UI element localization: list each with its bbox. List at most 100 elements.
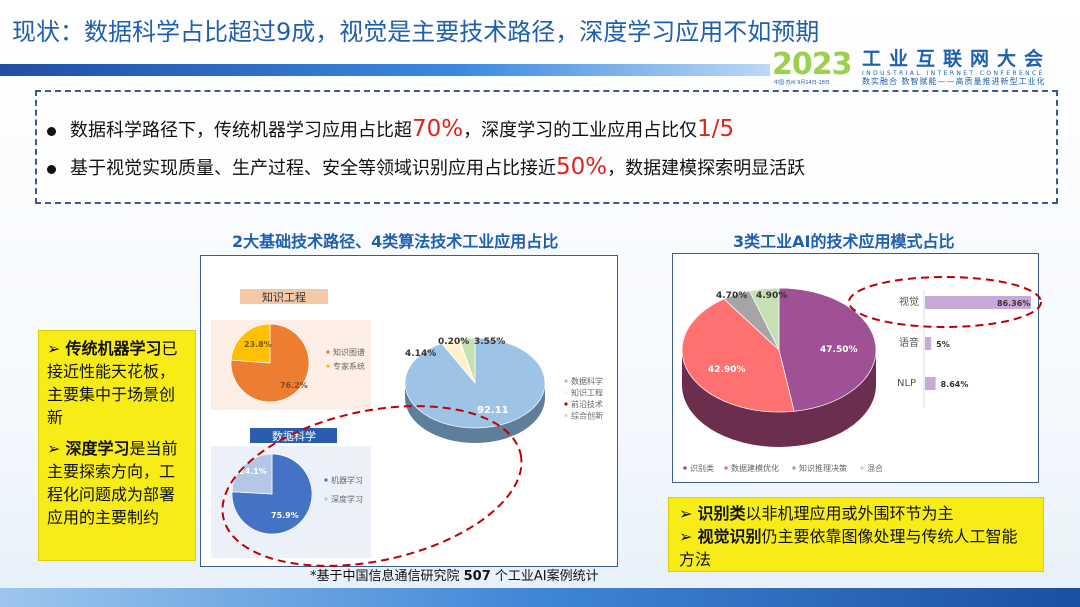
- legend-marker: [326, 350, 330, 354]
- bottom-band: [0, 588, 1080, 607]
- page-title: 现状：数据科学占比超过9成，视觉是主要技术路径，深度学习应用不如预期: [12, 18, 820, 46]
- logo-name-en: INDUSTRIAL INTERNET CONFERENCE: [862, 70, 1045, 77]
- datascience-pie: [231, 453, 313, 535]
- legend-label: 专家系统: [333, 361, 365, 371]
- pie-data-label: 47.50%: [820, 345, 858, 355]
- pie-slice-深度学习: [231, 453, 273, 495]
- chart-title: 数据科学: [272, 429, 316, 443]
- pie-data-label: 92.11: [477, 405, 509, 416]
- right-section-heading: 3类工业AI的技术应用模式占比: [733, 232, 955, 251]
- pie-slice-数据建模优化: [681, 298, 795, 413]
- callout-item: ➢ 传统机器学习已接近性能天花板，主要集中于场景创新: [47, 339, 178, 427]
- legend-marker: [326, 364, 330, 368]
- pie-data-label: 0.20%: [438, 337, 469, 347]
- pie-data-label: 42.90%: [708, 365, 746, 375]
- bar-category-label: 语音: [899, 336, 919, 349]
- legend-label: 机器学习: [331, 475, 363, 485]
- footnote-number: 507: [463, 569, 491, 584]
- knowledge-pie: [230, 323, 310, 403]
- bar-语音: [925, 337, 932, 350]
- bullet-text: ，深度学习的工业应用占比仅: [463, 120, 698, 141]
- pie-data-label: 4.90%: [756, 291, 787, 301]
- summary-box: 数据科学路径下，传统机器学习应用占比超70%，深度学习的工业应用占比仅1/5 基…: [35, 90, 1058, 204]
- legend-label: 知识工程: [571, 388, 603, 398]
- legend-marker: [724, 466, 728, 470]
- callout-item: ➢ 识别类以非机理应用或外围环节为主: [679, 504, 954, 523]
- callout-text: 是当前主要探索方向，工程化问题成为部署应用的主要制约: [47, 439, 178, 527]
- callout-bold: 深度学习: [65, 439, 130, 458]
- legend-label: 知识图谱: [333, 347, 365, 357]
- highlight-ellipse: [848, 276, 1042, 328]
- logo-date: 中国·苏州 9月14日-18日: [774, 80, 830, 86]
- highlight: 50%: [556, 154, 608, 180]
- legend-marker: [324, 478, 328, 482]
- legend-label: 综合创新: [571, 411, 603, 421]
- footnote: *基于中国信息通信研究院 507 个工业AI案例统计: [310, 565, 599, 584]
- highlight: 1/5: [697, 116, 735, 142]
- bullet-dot-icon: [47, 164, 56, 174]
- algorithm-path-pie: [404, 337, 546, 443]
- pie-data-label: 75.9%: [271, 511, 299, 520]
- legend-label: 前沿技术: [571, 399, 603, 409]
- bar-data-label: 8.64%: [941, 380, 969, 389]
- legend-marker: [564, 413, 568, 418]
- callout-item: ➢ 视觉识别仍主要依靠图像处理与传统人工智能方法: [679, 527, 1018, 569]
- bar-category-label: NLP: [897, 378, 916, 389]
- pie-data-label: 4.70%: [716, 291, 747, 301]
- bullet-dot-icon: [47, 126, 56, 136]
- highlight-ellipse: [221, 405, 523, 567]
- knowledge-title-bg: [240, 289, 328, 304]
- callout-bold: 视觉识别: [697, 527, 762, 546]
- right-callout: ➢ 识别类以非机理应用或外围环节为主 ➢ 视觉识别仍主要依靠图像处理与传统人工智…: [668, 497, 1044, 572]
- chart-title: 知识工程: [262, 290, 306, 304]
- pie-side: [682, 350, 876, 447]
- legend-marker: [792, 466, 796, 470]
- left-section-heading: 2大基础技术路径、4类算法技术工业应用占比: [232, 232, 559, 251]
- callout-bold: 传统机器学习: [65, 339, 162, 358]
- title-underline-bar: [0, 64, 770, 76]
- bar-视觉: [925, 296, 1031, 309]
- pie-data-label: 3.55%: [474, 337, 505, 347]
- pie-slice-综合创新: [459, 337, 476, 384]
- callout-text: 已接近性能天花板，主要集中于场景创新: [47, 339, 178, 427]
- legend-marker: [564, 379, 568, 383]
- left-callout: ➢ 传统机器学习已接近性能天花板，主要集中于场景创新 ➢ 深度学习是当前主要探索…: [38, 330, 196, 561]
- legend-marker: [564, 390, 568, 395]
- logo-slogan: 数实融合 数智赋能——高质量推进新型工业化: [862, 77, 1046, 86]
- pie-slice-混合: [749, 287, 780, 351]
- pie-slice-专家系统: [230, 323, 271, 364]
- legend-marker: [683, 466, 687, 470]
- bullet-text: 数据科学路径下，传统机器学习应用占比超: [70, 120, 412, 141]
- legend-label: 深度学习: [331, 494, 363, 504]
- callout-item: ➢ 深度学习是当前主要探索方向，工程化问题成为部署应用的主要制约: [47, 439, 178, 527]
- footnote-text: 个工业AI案例统计: [490, 569, 599, 584]
- ai-mode-pie: [681, 287, 877, 447]
- pie-data-label: 4.14%: [405, 349, 436, 359]
- legend-marker: [564, 402, 568, 406]
- legend-marker: [860, 466, 864, 470]
- legend-label: 数据建模优化: [731, 463, 779, 473]
- bar-data-label: 86.36%: [997, 299, 1030, 308]
- legend-marker: [324, 497, 328, 501]
- pie-data-label: 23.8%: [244, 340, 272, 349]
- logo-name: 工业互联网大会: [862, 48, 1052, 70]
- pie-data-label: 76.2%: [280, 381, 308, 390]
- bullet-text: ，数据建模探索明显活跃: [607, 158, 806, 179]
- legend-label: 混合: [867, 463, 883, 473]
- callout-bold: 识别类: [697, 504, 746, 523]
- legend-label: 数据科学: [571, 376, 603, 386]
- footnote-text: *基于中国信息通信研究院: [310, 569, 464, 584]
- bullet-text: 基于视觉实现质量、生产过程、安全等领域识别应用占比接近: [70, 158, 556, 179]
- logo-year: 2023: [772, 47, 852, 82]
- summary-bullet: 数据科学路径下，传统机器学习应用占比超70%，深度学习的工业应用占比仅1/5: [47, 116, 734, 142]
- callout-text: 以非机理应用或外围环节为主: [745, 504, 954, 523]
- highlight: 70%: [412, 116, 464, 142]
- legend-label: 识别类: [690, 463, 714, 473]
- bar-data-label: 5%: [936, 340, 950, 349]
- pie-slice-识别类: [778, 287, 877, 412]
- bar-category-label: 视觉: [899, 295, 919, 308]
- pie-side: [405, 383, 545, 443]
- callout-text: 仍主要依靠图像处理与传统人工智能方法: [679, 527, 1018, 569]
- bar-NLP: [925, 377, 936, 390]
